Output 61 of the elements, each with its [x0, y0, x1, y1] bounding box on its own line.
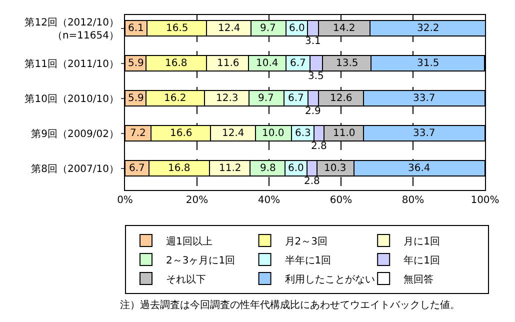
- data-label: 2.9: [305, 106, 321, 117]
- data-label: 9.8: [260, 163, 276, 174]
- data-label: 6.7: [288, 93, 304, 104]
- data-label: 6.3: [295, 128, 311, 139]
- y-tick-label: 第11回（2011/10）: [24, 58, 119, 70]
- x-tick-label: 0%: [117, 195, 133, 206]
- data-label: 9.7: [260, 23, 276, 34]
- data-label: 16.8: [168, 163, 190, 174]
- text: 注）過去調査は今回調査の性年代構成比にあわせてウエイトバックした値。: [120, 299, 460, 311]
- data-label: 2.8: [304, 176, 320, 187]
- legend-label: 年に1回: [404, 254, 440, 266]
- data-label: 6.1: [128, 23, 144, 34]
- legend-label: それ以下: [166, 273, 206, 286]
- data-label: 3.1: [305, 36, 321, 47]
- data-label: 16.2: [164, 93, 186, 104]
- legend-label: 2～3ヶ月に1回: [166, 255, 236, 266]
- y-tick-label: 第8回（2007/10）: [31, 162, 119, 175]
- legend-label: 半年に1回: [284, 254, 332, 266]
- legend-label: 利用したことがない: [284, 273, 375, 286]
- data-label: 5.9: [128, 93, 144, 104]
- y-tick-label: 第9回（2009/02）: [31, 128, 119, 140]
- legend-label: 月に1回: [404, 236, 440, 248]
- y-tick-label: 第12回（2012/10）（n=11654）: [24, 16, 119, 42]
- x-tick-label: 40%: [258, 195, 280, 206]
- y-tick-label: 第10回（2010/10）: [24, 92, 119, 105]
- data-label: 33.7: [413, 93, 436, 104]
- legend-label: 月2～3回: [284, 236, 328, 248]
- data-label: 36.4: [408, 163, 430, 174]
- data-label: 11.0: [333, 128, 356, 139]
- data-label: 12.4: [222, 128, 244, 139]
- data-label: 10.3: [324, 163, 346, 174]
- x-tick-label: 20%: [186, 195, 208, 206]
- data-label: 16.5: [166, 23, 188, 34]
- data-label: 6.7: [129, 163, 145, 174]
- data-label: 7.2: [130, 128, 146, 139]
- data-label: 9.7: [258, 93, 274, 104]
- data-label: 16.6: [170, 128, 192, 139]
- data-label: 12.6: [330, 93, 352, 104]
- data-label: 13.5: [336, 58, 358, 69]
- legend-label: 無回答: [404, 273, 434, 286]
- data-label: 31.5: [417, 58, 440, 69]
- data-label: 10.0: [262, 128, 284, 139]
- data-label: 14.2: [333, 23, 356, 34]
- x-tick-label: 60%: [330, 195, 352, 206]
- data-label: 5.9: [128, 58, 144, 69]
- data-label: 16.8: [165, 58, 188, 69]
- data-label: 12.3: [216, 93, 238, 104]
- data-label: 2.8: [311, 141, 327, 152]
- legend-label: 週1回以上: [166, 235, 212, 248]
- data-label: 6.7: [290, 58, 306, 69]
- data-label: 32.2: [417, 23, 440, 34]
- x-tick-label: 80%: [402, 195, 424, 206]
- data-label: 33.7: [413, 128, 436, 139]
- data-label: 10.4: [256, 58, 278, 69]
- data-label: 3.5: [308, 71, 324, 82]
- x-tick-label: 100%: [470, 195, 500, 206]
- data-label: 6.0: [288, 163, 304, 174]
- data-label: 12.4: [218, 23, 240, 34]
- data-label: 11.2: [219, 163, 242, 174]
- data-label: 6.0: [289, 23, 305, 34]
- data-label: 11.6: [217, 58, 240, 69]
